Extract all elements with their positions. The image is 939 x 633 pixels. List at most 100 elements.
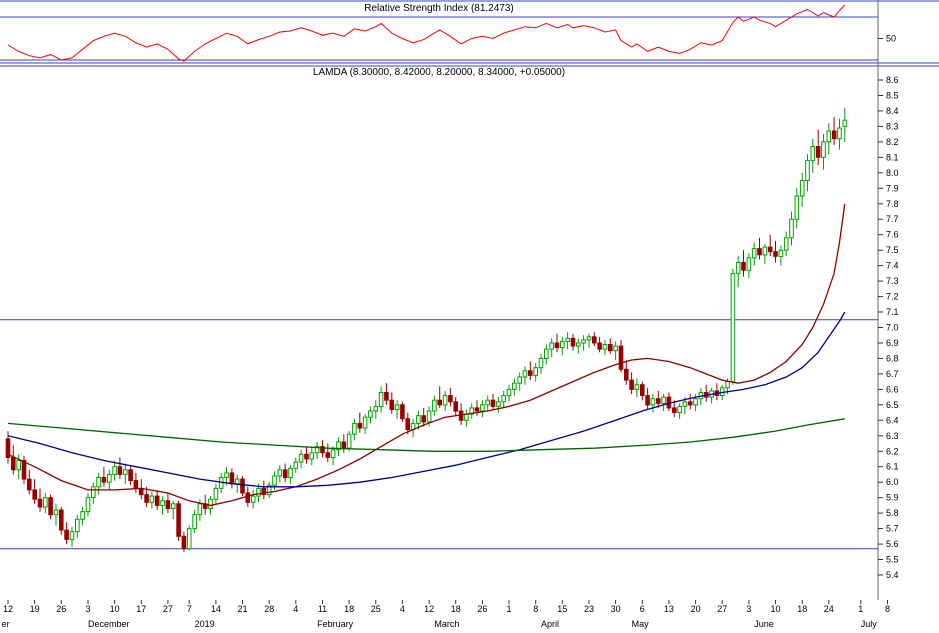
ma-medium-line <box>7 311 846 488</box>
candle <box>448 395 453 403</box>
svg-text:7.9: 7.9 <box>886 183 899 193</box>
rsi-line <box>7 4 846 62</box>
candle <box>821 141 826 158</box>
candle <box>634 384 640 390</box>
svg-text:11: 11 <box>318 604 327 614</box>
candle <box>624 368 629 381</box>
svg-text:3: 3 <box>85 604 90 614</box>
candle <box>336 441 341 451</box>
candle <box>485 399 490 406</box>
svg-text:2019: 2019 <box>195 619 215 629</box>
candle <box>144 494 149 503</box>
candle <box>176 503 181 537</box>
svg-text:7.5: 7.5 <box>886 245 899 255</box>
candle <box>640 384 645 397</box>
candle <box>64 529 69 540</box>
candle <box>138 487 144 496</box>
candle <box>107 474 112 483</box>
candle <box>384 392 389 401</box>
svg-text:6.7: 6.7 <box>886 369 899 379</box>
candle <box>837 127 842 140</box>
candle <box>735 262 741 274</box>
candle <box>831 130 837 140</box>
candle <box>378 392 384 407</box>
svg-text:14: 14 <box>211 604 221 614</box>
candle <box>357 422 363 429</box>
candle <box>37 498 43 508</box>
svg-text:7: 7 <box>187 604 192 614</box>
candle <box>757 248 762 256</box>
candle <box>512 382 517 390</box>
rsi-level-lines[interactable] <box>0 16 878 61</box>
candle <box>437 399 442 406</box>
candle <box>117 466 123 475</box>
candle <box>186 528 192 550</box>
candle <box>538 357 544 369</box>
candle <box>85 497 91 513</box>
candle <box>256 487 261 497</box>
candle <box>528 370 533 376</box>
candle <box>608 344 613 352</box>
month-labels: er December 2019 February March April May June J… <box>2 619 878 629</box>
candle <box>490 399 496 407</box>
candle <box>549 342 555 350</box>
candle <box>43 497 48 508</box>
svg-text:4: 4 <box>293 604 298 614</box>
svg-text:10: 10 <box>110 604 120 614</box>
candle <box>75 518 80 533</box>
candle <box>661 396 666 404</box>
candle <box>501 395 506 403</box>
candle <box>570 337 576 347</box>
candle <box>96 477 101 488</box>
candle <box>725 381 730 389</box>
candle <box>266 484 272 496</box>
candle <box>741 262 746 271</box>
ma-long-line <box>7 418 845 452</box>
svg-text:March: March <box>434 619 459 629</box>
candle <box>123 469 128 475</box>
svg-text:8: 8 <box>533 604 538 614</box>
candle <box>789 218 794 239</box>
svg-text:15: 15 <box>557 604 567 614</box>
svg-text:7.7: 7.7 <box>886 214 899 224</box>
candle <box>442 395 448 406</box>
candle <box>586 336 592 341</box>
candle <box>517 376 523 384</box>
candle <box>464 413 469 421</box>
candle <box>298 453 304 463</box>
candle <box>170 503 176 509</box>
candle <box>453 401 458 412</box>
candle <box>224 472 229 478</box>
svg-text:8.5: 8.5 <box>886 91 899 101</box>
candle <box>192 514 197 530</box>
svg-text:10: 10 <box>770 604 780 614</box>
svg-text:4: 4 <box>400 604 405 614</box>
svg-text:6.6: 6.6 <box>886 384 899 394</box>
candle <box>560 340 565 349</box>
candle <box>21 460 27 480</box>
svg-text:7.0: 7.0 <box>886 323 899 333</box>
svg-text:1: 1 <box>506 604 511 614</box>
svg-text:18: 18 <box>797 604 807 614</box>
ma-short-line <box>7 203 846 507</box>
price-y-axis: 8.6 8.5 8.4 8.3 8.2 8.1 8.0 7.9 7.8 7.7 7.6 7.5 7.4 7… <box>877 0 899 600</box>
candle <box>314 446 320 454</box>
svg-text:5.8: 5.8 <box>886 508 899 518</box>
svg-text:27: 27 <box>163 604 173 614</box>
candle <box>656 398 661 404</box>
svg-text:26: 26 <box>477 604 487 614</box>
svg-text:20: 20 <box>691 604 701 614</box>
svg-text:7.8: 7.8 <box>886 199 899 209</box>
svg-text:6.8: 6.8 <box>886 353 899 363</box>
candle <box>91 486 96 499</box>
candle <box>240 478 245 494</box>
candle <box>48 497 53 516</box>
svg-text:April: April <box>541 619 559 629</box>
candle <box>783 237 789 251</box>
svg-text:6: 6 <box>640 604 645 614</box>
candle <box>11 456 16 471</box>
candle <box>474 407 480 412</box>
panel-borders <box>0 0 939 67</box>
svg-text:er: er <box>2 619 10 629</box>
candle <box>304 453 309 460</box>
